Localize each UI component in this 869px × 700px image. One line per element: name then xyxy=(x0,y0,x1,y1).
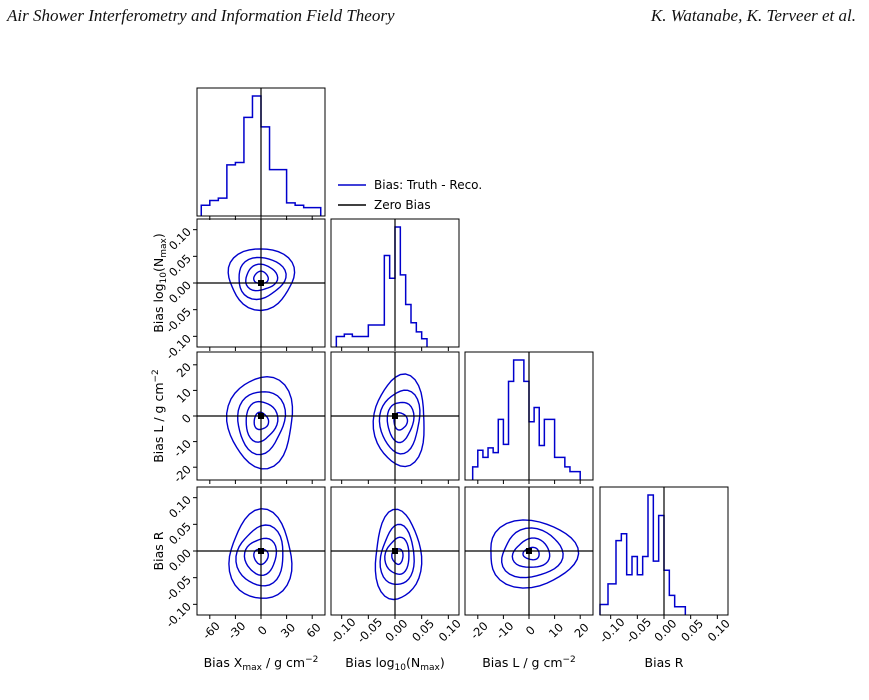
y-tick-label: 0.00 xyxy=(166,546,194,574)
contour-level-1 xyxy=(253,411,270,431)
contour-level-4 xyxy=(372,373,425,468)
x-tick-label: 20 xyxy=(571,620,591,640)
x-tick-label: -10 xyxy=(493,619,516,642)
contour-level-2 xyxy=(245,263,279,292)
x-tick-label: 10 xyxy=(546,620,566,640)
x-tick-label: -20 xyxy=(468,619,491,642)
legend-label-bias: Bias: Truth - Reco. xyxy=(374,178,482,192)
x-axis-label-r: Bias R xyxy=(645,655,684,670)
x-tick-label: -30 xyxy=(225,619,248,642)
contour-level-2 xyxy=(245,400,279,443)
contour-level-4 xyxy=(227,248,296,312)
y-tick-label: 20 xyxy=(174,360,194,380)
contour-level-2 xyxy=(384,536,410,576)
y-tick-label: -10 xyxy=(171,437,194,460)
legend: Bias: Truth - Reco. Zero Bias xyxy=(338,178,482,212)
zero-bias-marker xyxy=(258,280,264,286)
zero-bias-marker xyxy=(392,413,398,419)
x-tick-label: 0.10 xyxy=(705,616,733,644)
x-tick-label: 0.00 xyxy=(382,616,410,644)
contour-level-2 xyxy=(511,537,551,568)
histogram-panel-3 xyxy=(464,351,594,481)
x-tick-label: -0.10 xyxy=(328,615,359,646)
y-tick-label: -0.05 xyxy=(163,573,194,604)
y-tick-label: -20 xyxy=(171,462,194,485)
contour-level-1 xyxy=(391,548,404,566)
zero-bias-marker xyxy=(258,413,264,419)
x-tick-label: 60 xyxy=(303,620,323,640)
legend-label-zero: Zero Bias xyxy=(374,198,431,212)
contour-level-1 xyxy=(522,546,540,561)
y-tick-label: 0.10 xyxy=(166,225,194,253)
x-tick-label: -0.05 xyxy=(623,615,654,646)
y-tick-label: 0.00 xyxy=(166,278,194,306)
contour-panel-3 xyxy=(330,351,460,481)
contour-level-3 xyxy=(378,389,421,455)
zero-bias-marker xyxy=(526,548,532,554)
contour-panel-2 xyxy=(196,351,326,481)
histogram-panel-2 xyxy=(330,218,460,348)
y-axis-label-log10-nmax: Bias log10(Nmax) xyxy=(151,233,169,332)
contour-panel-1 xyxy=(196,218,326,348)
x-tick-label: 30 xyxy=(278,620,298,640)
x-tick-label: -0.10 xyxy=(597,615,628,646)
contour-panel-6 xyxy=(464,486,594,616)
contour-level-2 xyxy=(386,401,415,444)
zero-bias-marker xyxy=(258,548,264,554)
running-header-title: Air Shower Interferometry and Informatio… xyxy=(7,6,395,25)
histogram-steps xyxy=(335,226,428,347)
x-axis-label-xmax: Bias Xmax / g cm−2 xyxy=(204,655,319,673)
x-tick-label: 0.00 xyxy=(651,616,679,644)
contour-level-3 xyxy=(500,527,564,579)
histogram-steps xyxy=(471,359,581,480)
contour-level-1 xyxy=(393,412,409,431)
y-tick-label: 0.10 xyxy=(166,493,194,521)
contour-level-4 xyxy=(490,519,580,589)
x-tick-label: -60 xyxy=(200,619,223,642)
contour-level-3 xyxy=(236,391,287,456)
y-axis-label-r: Bias R xyxy=(151,531,166,570)
x-tick-label: 0.05 xyxy=(409,616,437,644)
y-tick-label: 0.05 xyxy=(166,251,194,279)
x-tick-label: -0.05 xyxy=(354,615,385,646)
zero-bias-marker xyxy=(392,548,398,554)
contour-level-3 xyxy=(238,256,287,301)
histogram-panel-4 xyxy=(599,486,729,616)
contour-panel-5 xyxy=(330,486,460,616)
y-axis-label-l: Bias L / g cm−2 xyxy=(151,369,166,463)
histogram-steps xyxy=(599,494,687,615)
contour-level-1 xyxy=(253,548,270,566)
contour-panel-4 xyxy=(196,486,326,616)
histogram-panel-1 xyxy=(196,87,326,217)
y-tick-label: -0.05 xyxy=(163,305,194,336)
histogram-steps xyxy=(200,95,322,216)
running-header-authors: K. Watanabe, K. Terveer et al. xyxy=(650,6,856,25)
x-axis-label-l: Bias L / g cm−2 xyxy=(482,655,576,670)
x-tick-label: 0 xyxy=(255,623,270,638)
y-tick-label: -0.10 xyxy=(163,599,194,630)
contour-level-4 xyxy=(374,508,423,601)
x-tick-label: 0 xyxy=(523,623,538,638)
x-tick-label: 0.05 xyxy=(678,616,706,644)
contour-level-3 xyxy=(235,524,284,587)
contour-level-4 xyxy=(226,375,294,470)
x-axis-label-log10-nmax: Bias log10(Nmax) xyxy=(345,655,444,673)
contour-level-4 xyxy=(228,507,293,599)
x-tick-label: 0.10 xyxy=(436,616,464,644)
contour-level-2 xyxy=(243,537,278,577)
y-tick-label: -0.10 xyxy=(163,331,194,362)
contour-level-3 xyxy=(379,523,415,585)
y-tick-label: 10 xyxy=(174,385,194,405)
y-tick-label: 0 xyxy=(179,411,194,426)
y-tick-label: 0.05 xyxy=(166,519,194,547)
